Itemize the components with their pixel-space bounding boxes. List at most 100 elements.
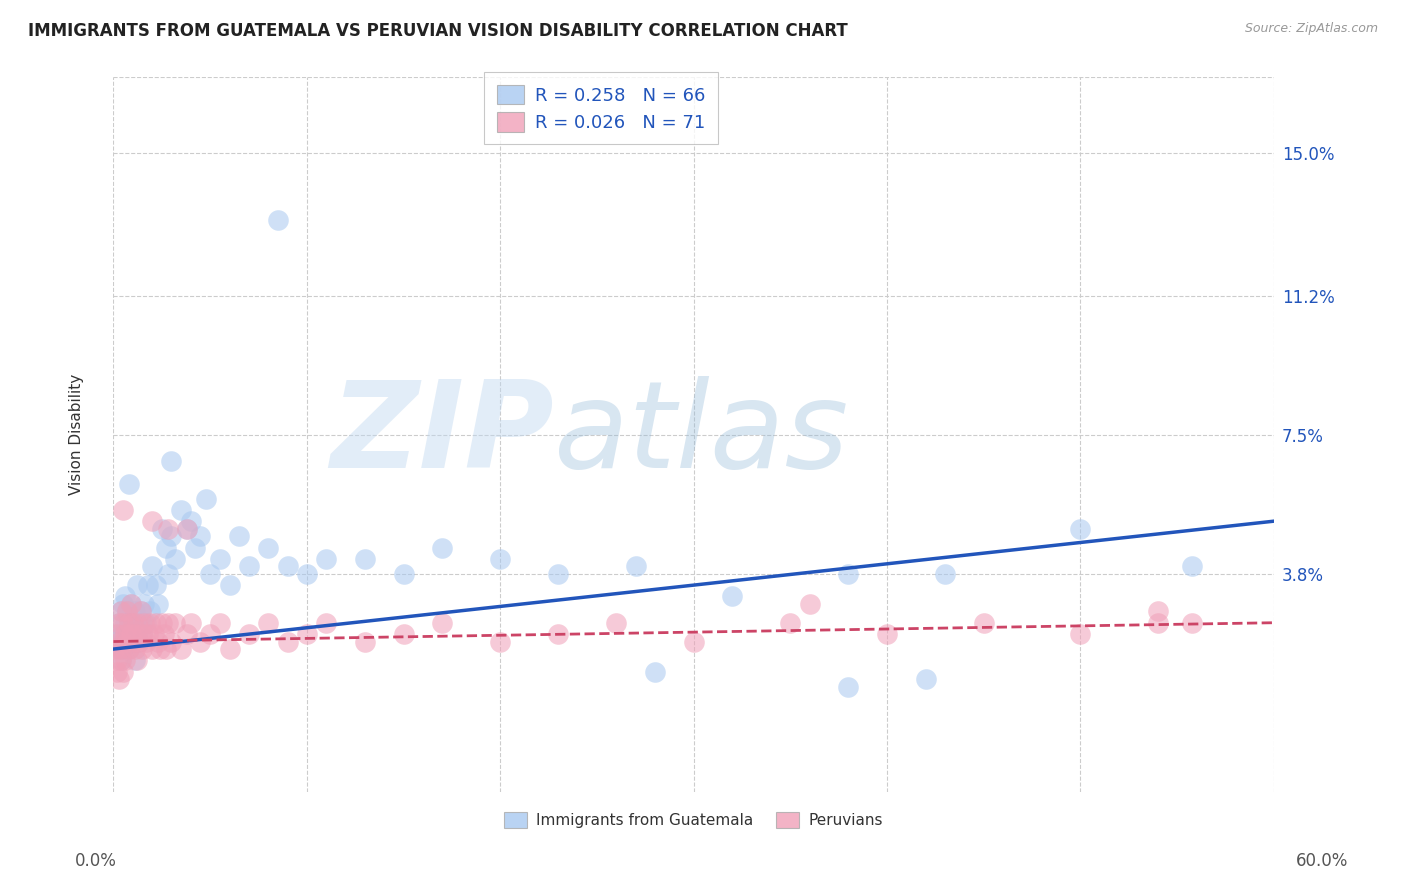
Point <box>125 627 148 641</box>
Point <box>156 566 179 581</box>
Point <box>125 615 148 630</box>
Text: 60.0%: 60.0% <box>1295 852 1348 870</box>
Point <box>118 642 141 657</box>
Text: 0.0%: 0.0% <box>75 852 117 870</box>
Point <box>257 615 280 630</box>
Point <box>131 615 153 630</box>
Point <box>165 551 187 566</box>
Point <box>110 604 132 618</box>
Point <box>1146 604 1168 618</box>
Point <box>105 627 128 641</box>
Point <box>165 615 187 630</box>
Point <box>190 529 212 543</box>
Point <box>257 541 280 555</box>
Point <box>876 627 898 641</box>
Point <box>114 615 136 630</box>
Point <box>155 642 177 657</box>
Point <box>837 566 859 581</box>
Point <box>779 615 801 630</box>
Point <box>238 559 260 574</box>
Point <box>120 627 142 641</box>
Point <box>121 615 143 630</box>
Point <box>1181 615 1204 630</box>
Point <box>121 634 143 648</box>
Point <box>129 604 152 618</box>
Point <box>624 559 647 574</box>
Point <box>120 627 142 641</box>
Point <box>104 642 127 657</box>
Point <box>489 551 512 566</box>
Point <box>115 634 138 648</box>
Point <box>432 541 454 555</box>
Point <box>146 597 169 611</box>
Point <box>136 578 159 592</box>
Point <box>131 627 153 641</box>
Point <box>160 634 183 648</box>
Point <box>112 665 135 679</box>
Point <box>1146 615 1168 630</box>
Point <box>799 597 821 611</box>
Point <box>124 627 146 641</box>
Point <box>110 642 132 657</box>
Point <box>139 615 162 630</box>
Point <box>149 642 172 657</box>
Point <box>105 665 128 679</box>
Point <box>934 566 956 581</box>
Point <box>155 541 177 555</box>
Point <box>105 653 128 667</box>
Point <box>170 642 193 657</box>
Point <box>141 559 163 574</box>
Point <box>156 522 179 536</box>
Point <box>128 634 150 648</box>
Point <box>295 566 318 581</box>
Point <box>141 514 163 528</box>
Point <box>914 672 936 686</box>
Point <box>228 529 250 543</box>
Point <box>115 634 138 648</box>
Point <box>131 642 153 657</box>
Point <box>118 642 141 657</box>
Point <box>136 627 159 641</box>
Point <box>150 522 173 536</box>
Point <box>276 634 298 648</box>
Point <box>160 529 183 543</box>
Point <box>124 653 146 667</box>
Point <box>1069 522 1091 536</box>
Point <box>432 615 454 630</box>
Point <box>120 597 142 611</box>
Point <box>120 597 142 611</box>
Point <box>141 642 163 657</box>
Point <box>176 522 198 536</box>
Point <box>198 566 221 581</box>
Point <box>392 627 415 641</box>
Point <box>118 476 141 491</box>
Point <box>124 642 146 657</box>
Point <box>353 551 375 566</box>
Point <box>108 634 131 648</box>
Point <box>180 514 202 528</box>
Point <box>104 634 127 648</box>
Point <box>124 604 146 618</box>
Point <box>150 615 173 630</box>
Point <box>112 597 135 611</box>
Text: atlas: atlas <box>554 376 849 493</box>
Point <box>238 627 260 641</box>
Point <box>489 634 512 648</box>
Point <box>131 627 153 641</box>
Point <box>112 634 135 648</box>
Point <box>315 551 337 566</box>
Point <box>353 634 375 648</box>
Point <box>108 642 131 657</box>
Point <box>218 578 240 592</box>
Text: ZIP: ZIP <box>330 376 554 493</box>
Point <box>146 634 169 648</box>
Point <box>108 615 131 630</box>
Point <box>183 541 205 555</box>
Point <box>267 213 290 227</box>
Point <box>114 653 136 667</box>
Point <box>837 680 859 694</box>
Point <box>156 615 179 630</box>
Point <box>114 590 136 604</box>
Point <box>180 615 202 630</box>
Point <box>108 615 131 630</box>
